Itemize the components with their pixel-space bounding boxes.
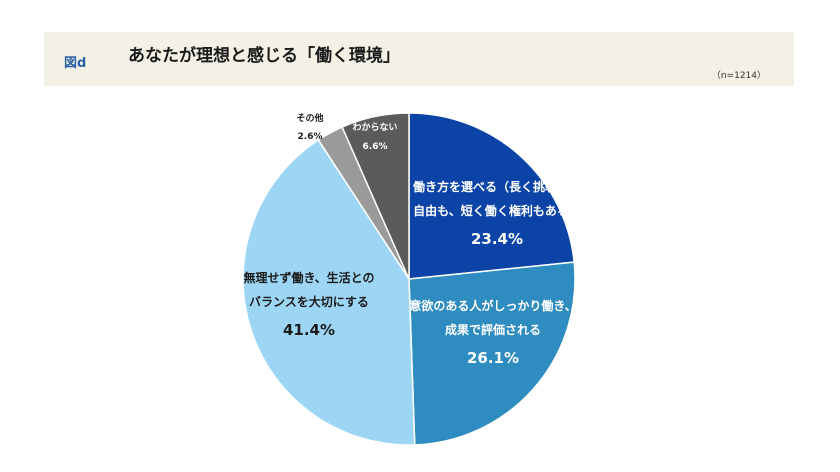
pie-slices	[242, 112, 576, 446]
slice-label: 働き方を選べる（長く挑戦する	[412, 179, 581, 194]
slice-value-label: 26.1%	[467, 349, 519, 367]
slice-label: 無理せず働き、生活との	[243, 270, 374, 285]
slice-label: 意欲のある人がしっかり働き、	[409, 298, 576, 313]
chart-header: 図d あなたが理想と感じる「働く環境」 （n=1214）	[44, 32, 794, 86]
pie-slice	[408, 261, 576, 446]
slice-value-label: 41.4%	[283, 321, 335, 339]
figure-label: 図d	[64, 56, 87, 71]
slice-value-label: 6.6%	[363, 142, 388, 152]
pie-slice	[341, 112, 410, 280]
chart-title: あなたが理想と感じる「働く環境」	[128, 46, 400, 66]
slice-label: 自由も、短く働く権利もある）	[413, 203, 581, 218]
slice-value-label: 23.4%	[471, 230, 523, 248]
slice-value-label: 2.6%	[298, 132, 323, 142]
slice-label: わからない	[352, 122, 397, 133]
sample-size: （n=1214）	[711, 71, 766, 81]
pie-slice	[242, 138, 416, 446]
slice-label: 成果で評価される	[445, 322, 541, 337]
slice-label: その他	[296, 112, 323, 124]
pie-slice	[408, 112, 575, 280]
slice-label: バランスを大切にする	[249, 294, 369, 309]
